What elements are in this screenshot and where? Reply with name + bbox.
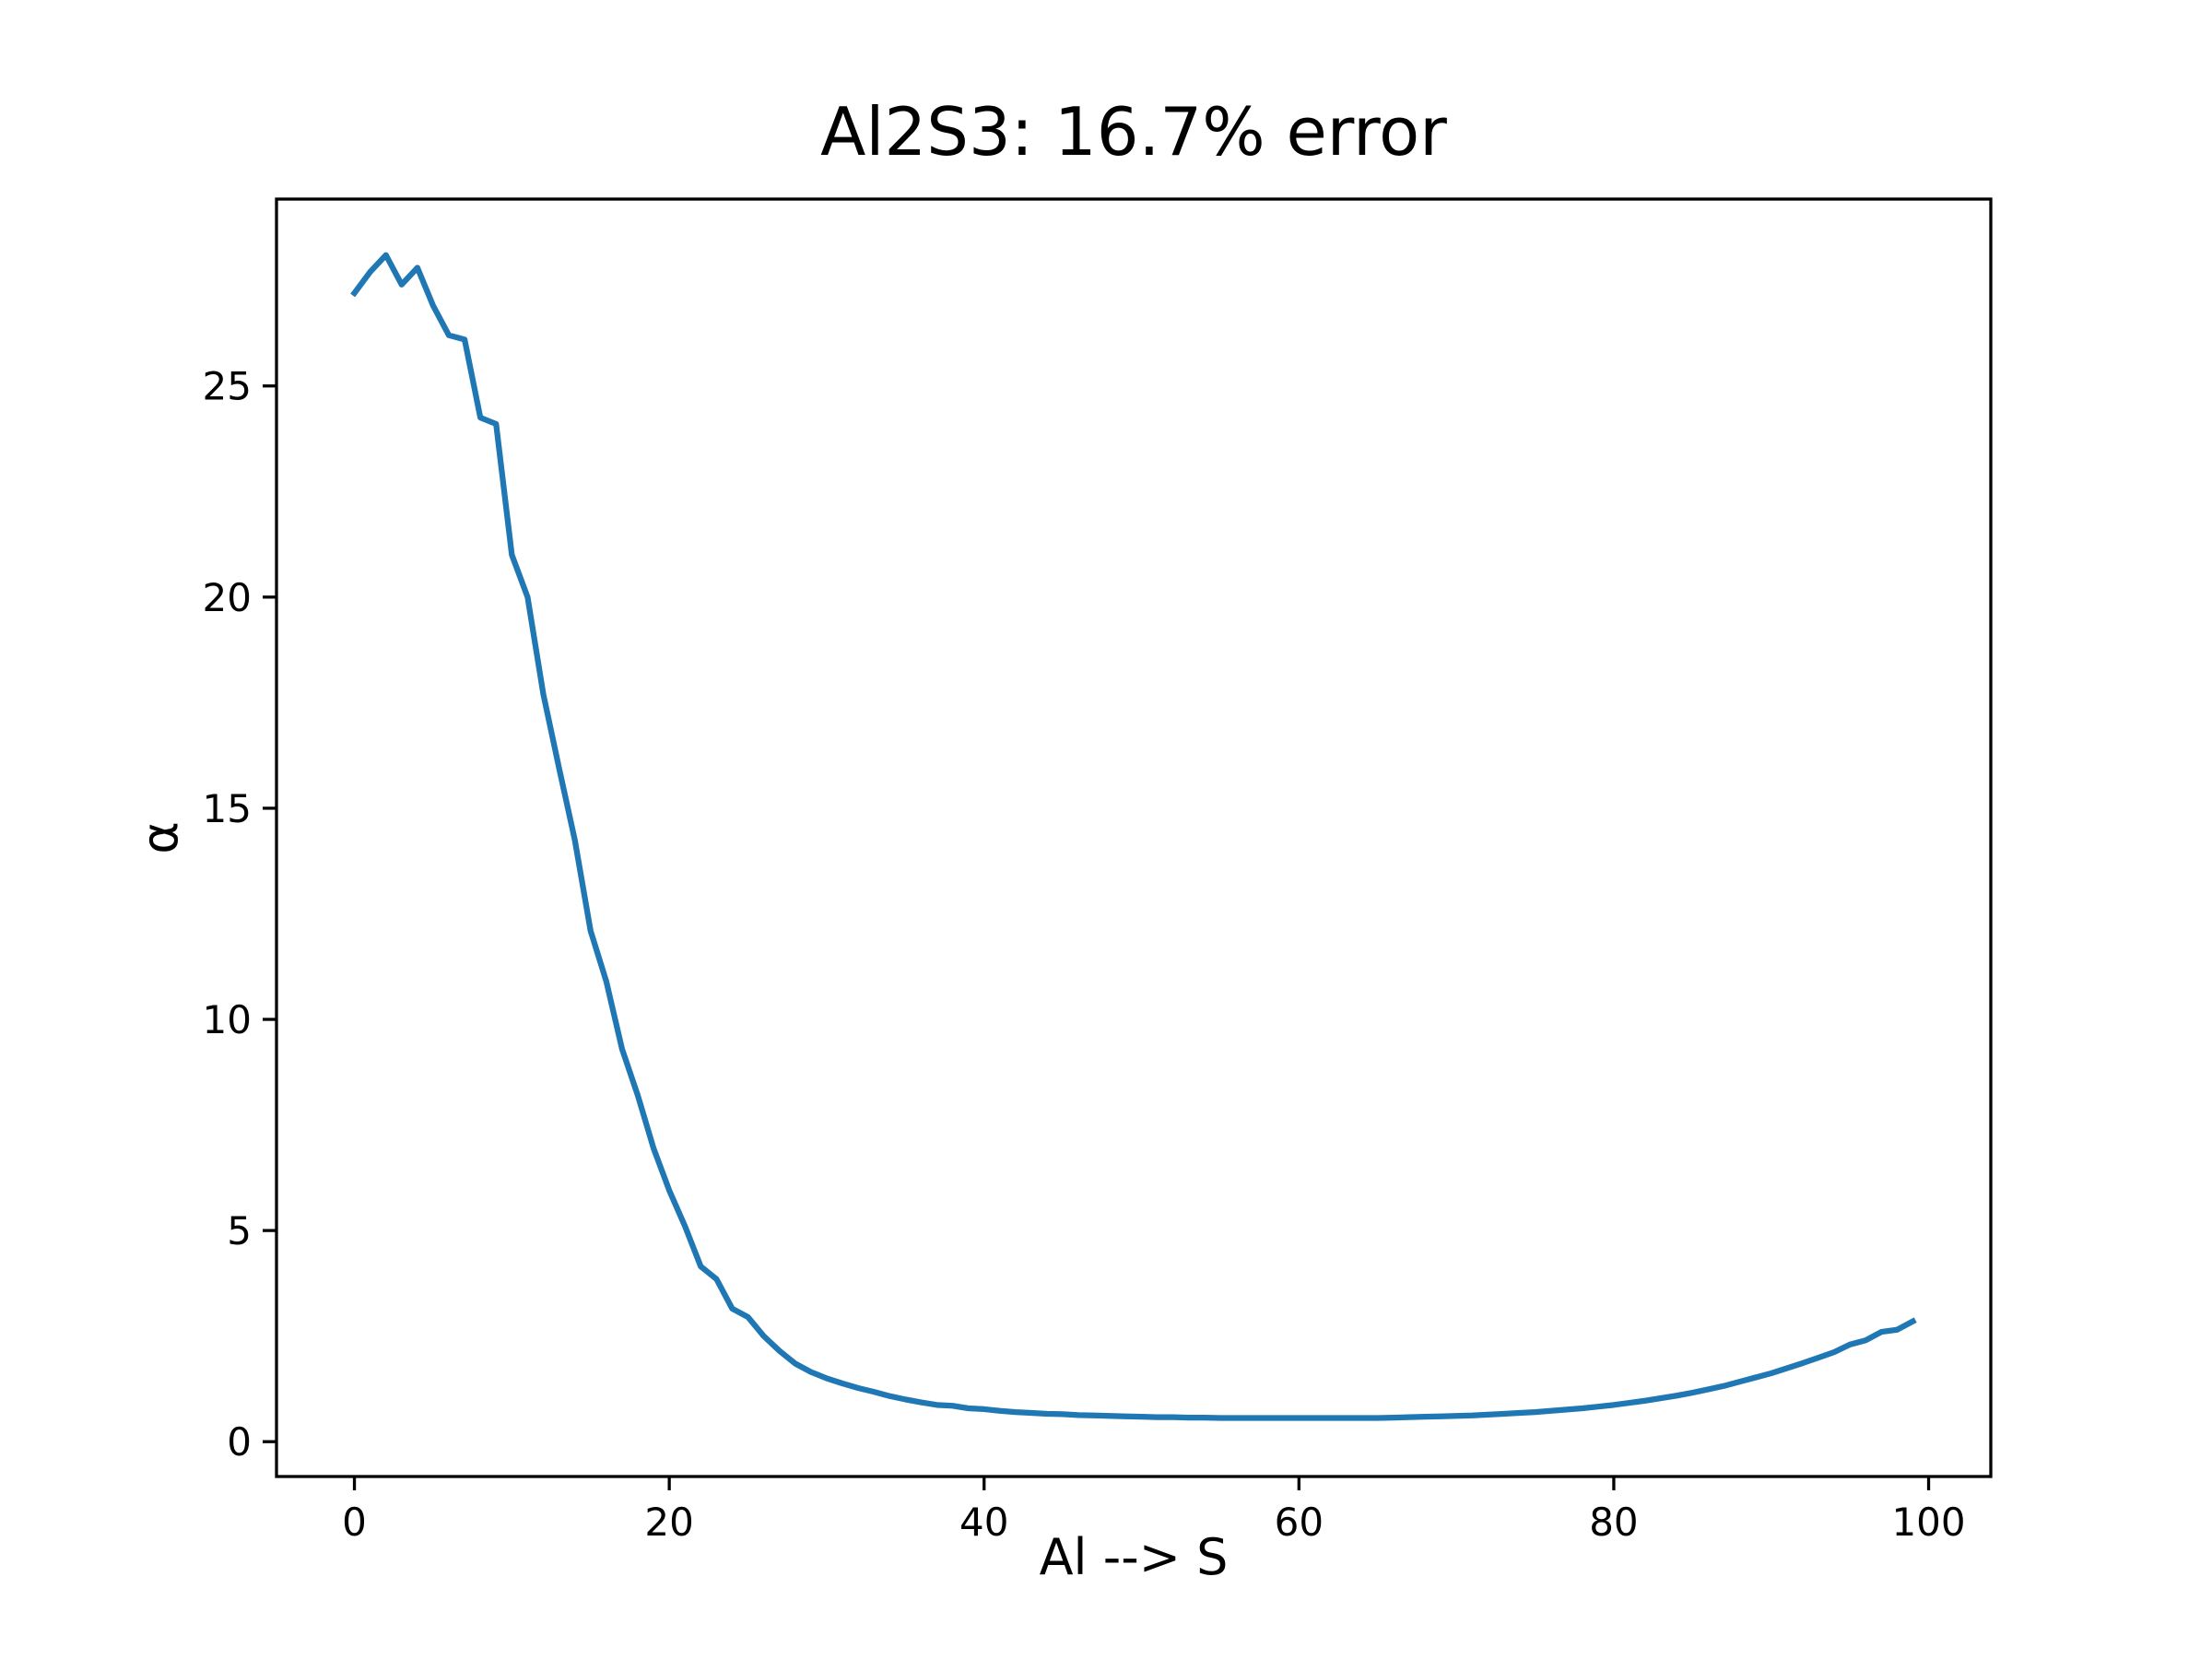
- y-tick-label: 0: [227, 1419, 252, 1465]
- y-tick-label: 20: [203, 575, 252, 620]
- y-tick-label: 15: [203, 786, 252, 831]
- x-axis-label: Al --> S: [1040, 1528, 1229, 1586]
- x-tick-label: 0: [342, 1500, 367, 1545]
- x-tick-label: 80: [1589, 1500, 1638, 1545]
- y-tick-label: 5: [227, 1208, 252, 1253]
- plot-frame: [275, 197, 1993, 1478]
- data-line: [350, 252, 1917, 1421]
- x-tick-label: 60: [1275, 1500, 1324, 1545]
- y-tick-label: 25: [203, 364, 252, 409]
- x-tick-label: 20: [644, 1500, 693, 1545]
- y-tick-label: 10: [203, 997, 252, 1042]
- y-axis-label: α: [131, 821, 189, 854]
- x-tick-label: 40: [959, 1500, 1008, 1545]
- chart-title: Al2S3: 16.7% error: [820, 93, 1447, 171]
- x-tick-label: 100: [1891, 1500, 1965, 1545]
